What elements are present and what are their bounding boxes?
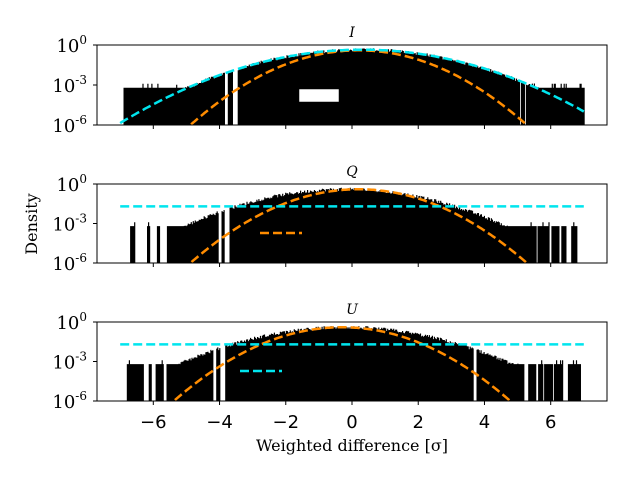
x-tick-label: 2 — [413, 412, 424, 433]
plot-area — [120, 326, 584, 401]
white-noise-line — [188, 188, 529, 263]
white-noise-line — [171, 326, 513, 401]
y-tick-label: 10-6 — [52, 113, 87, 137]
legend-data-patch — [296, 86, 342, 105]
y-tick-exponent: -6 — [75, 113, 87, 127]
y-tick-base: 10 — [52, 392, 75, 413]
y-tick-exponent: -6 — [75, 251, 87, 265]
x-axis-label: Weighted difference [σ] — [256, 436, 448, 455]
plot-area — [120, 187, 584, 263]
panel-title: Q — [346, 164, 358, 180]
plot-area — [119, 48, 585, 125]
legend-label: White noise — [318, 224, 426, 245]
y-tick-base: 10 — [56, 313, 79, 334]
y-tick-base: 10 — [52, 116, 75, 137]
y-tick-base: 10 — [52, 215, 75, 236]
white-noise-line — [188, 49, 529, 125]
y-tick-exponent: -3 — [75, 212, 87, 226]
y-axis-label: Density — [22, 193, 41, 254]
panel-title: I — [348, 25, 355, 41]
x-tick-label: −2 — [272, 412, 299, 433]
y-tick-base: 10 — [52, 353, 75, 374]
y-tick-exponent: -3 — [75, 350, 87, 364]
y-tick-label: 100 — [56, 172, 87, 196]
legend-label: Data — [358, 86, 401, 107]
y-tick-label: 10-6 — [52, 389, 87, 413]
x-tick-label: 0 — [346, 412, 357, 433]
legend-label: Fitted Gaussian — [298, 362, 442, 383]
x-tick-label: 4 — [479, 412, 490, 433]
y-tick-exponent: -3 — [75, 73, 87, 87]
y-tick-base: 10 — [56, 36, 79, 57]
y-tick-label: 100 — [56, 310, 87, 334]
y-tick-base: 10 — [52, 254, 75, 275]
fitted-gaussian-line — [119, 48, 585, 125]
y-tick-base: 10 — [52, 76, 75, 97]
y-tick-label: 100 — [56, 33, 87, 57]
y-tick-exponent: 0 — [79, 33, 87, 47]
y-tick-base: 10 — [56, 175, 79, 196]
y-tick-exponent: -6 — [75, 389, 87, 403]
panel-title: U — [346, 302, 359, 318]
x-tick-label: −4 — [206, 412, 233, 433]
x-tick-label: 6 — [545, 412, 556, 433]
y-tick-label: 10-3 — [52, 212, 87, 236]
y-tick-exponent: 0 — [79, 172, 87, 186]
y-tick-label: 10-6 — [52, 251, 87, 275]
data-histogram — [123, 48, 585, 125]
y-tick-label: 10-3 — [52, 73, 87, 97]
y-tick-label: 10-3 — [52, 350, 87, 374]
x-tick-label: −6 — [140, 412, 167, 433]
y-tick-exponent: 0 — [79, 310, 87, 324]
